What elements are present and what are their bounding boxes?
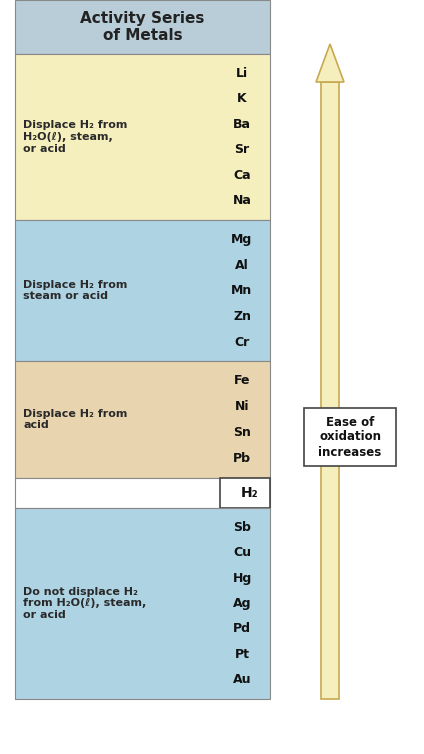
Bar	[15, 0, 270, 54]
Text: Hg: Hg	[232, 572, 251, 584]
Text: Au: Au	[233, 673, 251, 686]
Text: Cr: Cr	[234, 336, 250, 348]
Bar	[304, 408, 396, 466]
Text: Ease of
oxidation
increases: Ease of oxidation increases	[318, 415, 382, 458]
Polygon shape	[316, 44, 344, 82]
Text: Sb: Sb	[233, 520, 251, 534]
Text: Activity Series
of Metals: Activity Series of Metals	[80, 11, 205, 43]
Bar	[15, 477, 270, 508]
Bar	[15, 361, 270, 477]
Text: Al: Al	[235, 259, 249, 271]
Text: Pb: Pb	[233, 452, 251, 464]
Text: H₂: H₂	[241, 486, 259, 500]
Text: Cu: Cu	[233, 546, 251, 559]
Text: Sn: Sn	[233, 426, 251, 439]
Text: Li: Li	[236, 66, 248, 80]
Text: Na: Na	[232, 195, 251, 207]
Text: Ag: Ag	[233, 597, 251, 610]
Text: Sr: Sr	[234, 143, 250, 156]
Text: K: K	[237, 92, 247, 106]
Bar	[321, 82, 339, 699]
Bar	[15, 508, 270, 699]
Text: Ba: Ba	[233, 118, 251, 130]
Text: Mg: Mg	[232, 233, 253, 246]
Text: Pd: Pd	[233, 623, 251, 636]
Bar	[15, 220, 270, 361]
Bar	[15, 54, 270, 220]
Text: Ca: Ca	[233, 169, 251, 182]
Text: Zn: Zn	[233, 310, 251, 323]
Text: Displace H₂ from
steam or acid: Displace H₂ from steam or acid	[23, 280, 127, 302]
Text: Do not displace H₂
from H₂O(ℓ), steam,
or acid: Do not displace H₂ from H₂O(ℓ), steam, o…	[23, 587, 146, 620]
Text: Displace H₂ from
acid: Displace H₂ from acid	[23, 409, 127, 431]
Text: Pt: Pt	[234, 648, 249, 661]
Text: Mn: Mn	[232, 284, 253, 297]
Bar	[220, 477, 270, 508]
Text: Displace H₂ from
H₂O(ℓ), steam,
or acid: Displace H₂ from H₂O(ℓ), steam, or acid	[23, 121, 127, 154]
Text: Ni: Ni	[235, 400, 249, 413]
Text: Fe: Fe	[234, 374, 250, 387]
